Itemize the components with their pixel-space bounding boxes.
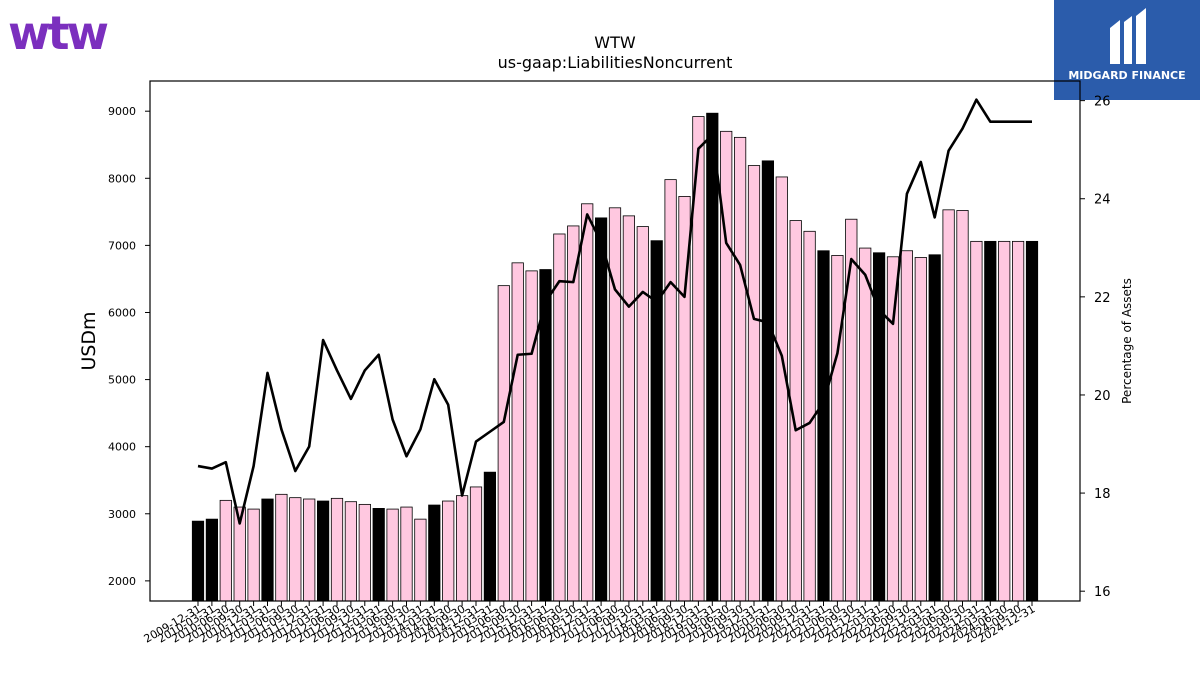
chart-subtitle: us-gaap:LiabilitiesNoncurrent bbox=[498, 53, 733, 72]
bar-2021-06-30 bbox=[831, 255, 844, 602]
y-tick-label: 7000 bbox=[108, 239, 136, 252]
bar-2013-09-30 bbox=[400, 506, 413, 602]
bar-2024-03-31 bbox=[984, 240, 997, 602]
bar-2010-12-31 bbox=[247, 508, 260, 602]
bar-2011-03-31 bbox=[261, 498, 274, 602]
midgard-mark-icon bbox=[1110, 8, 1146, 64]
y-axis-left: 2000 3000 4000 5000 6000 7000 8000 9000 bbox=[108, 105, 150, 588]
bar-2015-06-30 bbox=[497, 285, 510, 602]
bar-2014-09-30 bbox=[455, 495, 469, 602]
bar-2010-03-31 bbox=[205, 518, 218, 602]
y2-tick-label: 16 bbox=[1094, 585, 1111, 600]
bar-2011-12-31 bbox=[303, 498, 316, 602]
bar-2009-12-31 bbox=[191, 520, 205, 602]
bar-2015-12-31 bbox=[525, 270, 538, 602]
percentage-line bbox=[197, 98, 1032, 525]
bar-2017-06-30 bbox=[608, 207, 622, 602]
bar-2011-09-30 bbox=[289, 497, 302, 602]
bar-2024-06-30 bbox=[998, 240, 1011, 602]
y-tick-label: 5000 bbox=[108, 374, 136, 387]
bar-2024-12-31 bbox=[1025, 240, 1039, 602]
bar-2012-12-31 bbox=[358, 503, 371, 602]
bar-2022-12-31 bbox=[914, 257, 927, 602]
bar-2014-03-31 bbox=[428, 504, 441, 602]
midgard-finance-name: MIDGARD FINANCE bbox=[1068, 69, 1186, 82]
y2-tick-label: 18 bbox=[1094, 487, 1111, 502]
bar-2019-12-31 bbox=[747, 165, 761, 602]
bar-2023-03-31 bbox=[928, 254, 941, 602]
bar-2010-06-30 bbox=[219, 499, 232, 602]
y-tick-label: 8000 bbox=[108, 172, 136, 185]
bar-2017-12-31 bbox=[636, 226, 649, 602]
y-axis-label: USDm bbox=[78, 311, 100, 370]
bars-layer bbox=[191, 112, 1039, 602]
bar-2022-03-31 bbox=[873, 252, 886, 602]
bar-2020-06-30 bbox=[775, 176, 788, 602]
y-tick-label: 4000 bbox=[108, 441, 136, 454]
bar-2023-06-30 bbox=[942, 209, 955, 602]
bar-2013-03-31 bbox=[372, 508, 385, 602]
y2-axis-label: Percentage of Assets bbox=[1120, 278, 1134, 404]
bar-2012-03-31 bbox=[316, 500, 330, 602]
bar-2021-12-31 bbox=[859, 247, 872, 602]
bar-2022-06-30 bbox=[886, 256, 900, 602]
y2-tick-label: 24 bbox=[1094, 193, 1111, 208]
y2-tick-label: 20 bbox=[1094, 389, 1111, 404]
y2-tick-label: 26 bbox=[1094, 95, 1111, 110]
bar-2019-03-31 bbox=[706, 112, 719, 602]
bar-2013-06-30 bbox=[386, 508, 399, 602]
bar-2024-09-30 bbox=[1012, 240, 1025, 602]
bar-2019-09-30 bbox=[734, 136, 747, 602]
bar-2023-12-31 bbox=[970, 240, 983, 602]
bar-2013-12-31 bbox=[414, 518, 427, 602]
bar-2012-09-30 bbox=[344, 501, 358, 602]
line-layer bbox=[197, 98, 1032, 525]
bar-2017-03-31 bbox=[595, 217, 608, 602]
bar-2012-06-30 bbox=[330, 497, 344, 602]
bar-2014-06-30 bbox=[442, 500, 455, 602]
y-axis-right: 16 18 20 22 24 26 bbox=[1080, 95, 1111, 600]
midgard-finance-logo: MIDGARD FINANCE bbox=[1054, 0, 1200, 100]
y2-tick-label: 22 bbox=[1094, 291, 1111, 306]
chart-title: WTW bbox=[594, 33, 636, 52]
x-axis: 2009-12-312010-03-312010-06-302010-09-30… bbox=[142, 601, 1038, 646]
bar-2011-06-30 bbox=[275, 493, 288, 602]
bar-2021-09-30 bbox=[845, 218, 858, 602]
y-tick-label: 9000 bbox=[108, 105, 136, 118]
bar-2014-12-31 bbox=[469, 486, 483, 602]
y-tick-label: 3000 bbox=[108, 508, 136, 521]
bar-2021-03-31 bbox=[817, 250, 830, 602]
bar-2016-12-31 bbox=[581, 203, 594, 602]
bar-2022-09-30 bbox=[900, 250, 914, 602]
bar-2018-06-30 bbox=[664, 179, 677, 602]
bar-2015-09-30 bbox=[511, 262, 524, 602]
bar-2020-03-31 bbox=[761, 160, 775, 602]
wtw-logo: wtw bbox=[8, 6, 109, 60]
bar-2023-09-30 bbox=[956, 210, 969, 602]
y-tick-label: 6000 bbox=[108, 306, 136, 319]
bar-2015-03-31 bbox=[483, 471, 497, 602]
y-tick-label: 2000 bbox=[108, 575, 136, 588]
bar-2017-09-30 bbox=[622, 215, 636, 602]
